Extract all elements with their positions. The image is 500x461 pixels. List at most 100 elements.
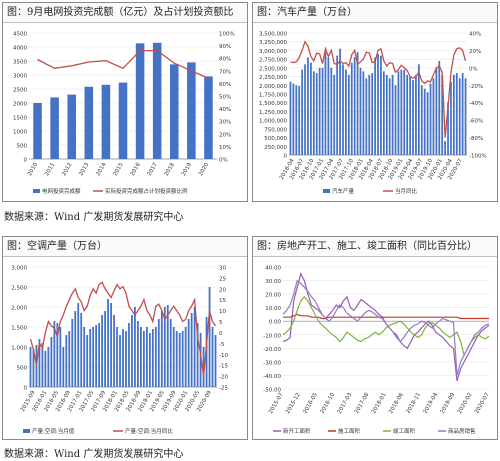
bar bbox=[137, 321, 139, 387]
series-line bbox=[37, 49, 209, 79]
bar bbox=[444, 141, 446, 155]
bar bbox=[208, 287, 211, 387]
bar bbox=[417, 64, 420, 155]
legend-label: 产量:空调:当月同比 bbox=[125, 427, 173, 435]
legend-swatch-bar bbox=[23, 429, 30, 433]
bar bbox=[113, 315, 115, 387]
bar bbox=[196, 323, 199, 387]
bar bbox=[324, 52, 327, 155]
bar bbox=[406, 74, 409, 155]
legend-label: 新开工面积 bbox=[283, 427, 311, 435]
chart-real-estate: -50.00 -40.00 -30.00 -20.00 -10.00 0.00 10.00 2… bbox=[263, 266, 491, 436]
x-tick-label: 2013 bbox=[78, 162, 90, 178]
bar bbox=[377, 53, 379, 155]
legend-swatch-bar bbox=[33, 189, 40, 193]
y-tick-label: 30.00 bbox=[265, 279, 281, 285]
y-right-tick-label: 20 bbox=[219, 287, 226, 293]
x-tick-label: 2017-08 bbox=[354, 392, 371, 415]
bar bbox=[365, 78, 368, 155]
chart-panel-grid-investment: 图：9月电网投资完成额（亿元）及占计划投资额比 0 500 1000 1500 2000… bbox=[2, 2, 248, 202]
y-right-tick-label: 30% bbox=[219, 120, 231, 126]
x-tick-label: 2016 bbox=[130, 162, 142, 178]
y-left-tick-label: 3000 bbox=[13, 74, 27, 80]
bar bbox=[397, 71, 400, 155]
bar bbox=[86, 335, 89, 387]
legend-swatch-bar bbox=[323, 189, 330, 193]
y-right-tick-label: -20% bbox=[469, 84, 483, 90]
y-tick-label: -50.00 bbox=[263, 388, 281, 394]
y-right-tick-label: -100% bbox=[469, 154, 487, 160]
bar bbox=[110, 303, 112, 387]
bar bbox=[204, 76, 213, 159]
bar bbox=[420, 85, 423, 155]
bar bbox=[62, 347, 65, 387]
bar bbox=[371, 73, 374, 155]
y-right-tick-label: 10% bbox=[219, 145, 231, 151]
x-tick-label: 2012 bbox=[61, 162, 73, 177]
bar bbox=[152, 42, 162, 159]
legend-label: 实际投资完成额占计划投资额比例 bbox=[105, 187, 188, 195]
legend-label: 商品房销售 bbox=[448, 427, 476, 435]
bar bbox=[119, 335, 121, 387]
y-left-tick-label: 1,000,000 bbox=[259, 119, 287, 125]
bar bbox=[205, 317, 208, 387]
y-tick-label: 20.00 bbox=[265, 293, 281, 299]
bar bbox=[101, 84, 111, 159]
y-right-tick-label: 100% bbox=[219, 32, 235, 38]
bar bbox=[187, 319, 190, 387]
bar bbox=[415, 74, 417, 155]
bar bbox=[327, 57, 330, 155]
bar bbox=[170, 64, 179, 159]
bar bbox=[455, 73, 458, 155]
bar bbox=[101, 315, 104, 387]
bar bbox=[310, 62, 312, 155]
bar bbox=[461, 73, 464, 155]
y-left-tick-label: 3,000 bbox=[11, 266, 27, 272]
bar bbox=[190, 313, 193, 387]
bar bbox=[295, 85, 298, 155]
x-tick-label: 2015-12 bbox=[285, 392, 302, 415]
panel-title: 图：空调产量（万台） bbox=[3, 237, 247, 257]
bar bbox=[339, 48, 341, 155]
bar bbox=[315, 73, 318, 155]
bar bbox=[77, 303, 80, 387]
y-right-tick-label: 20% bbox=[219, 132, 231, 138]
y-left-tick-label: 3,500,000 bbox=[259, 32, 287, 38]
bar bbox=[134, 307, 136, 387]
bar bbox=[336, 55, 339, 155]
series-line bbox=[290, 40, 467, 138]
bar bbox=[382, 71, 385, 155]
y-left-tick-label: 750,000 bbox=[264, 127, 287, 133]
bar bbox=[181, 331, 184, 387]
x-tick-label: 2015-07 bbox=[268, 392, 285, 415]
bar bbox=[301, 69, 304, 155]
bar bbox=[80, 313, 83, 387]
bar bbox=[353, 57, 356, 155]
bar bbox=[394, 85, 397, 155]
chart-panel-ac-output: 图：空调产量（万台） 0 500 1,000 1,500 2,000 2,500 3,000… bbox=[2, 236, 248, 440]
bar bbox=[95, 325, 98, 387]
legend-label: 施工面积 bbox=[338, 427, 361, 435]
bar bbox=[435, 67, 438, 155]
bar bbox=[321, 67, 324, 155]
y-right-tick-label: -60% bbox=[469, 119, 483, 125]
bar bbox=[333, 74, 336, 155]
bar bbox=[458, 78, 461, 155]
y-right-tick-label: 15 bbox=[219, 298, 226, 304]
y-left-tick-label: 2,250,000 bbox=[259, 75, 287, 81]
bar bbox=[345, 69, 347, 155]
bar bbox=[464, 78, 467, 155]
bar bbox=[423, 88, 426, 155]
bar bbox=[125, 331, 127, 387]
bar bbox=[330, 67, 333, 155]
y-left-tick-label: 0 bbox=[24, 158, 28, 164]
bar bbox=[160, 311, 163, 387]
bar bbox=[175, 331, 178, 387]
x-tick-label: 2018-11 bbox=[405, 392, 422, 415]
x-tick-label: 2010 bbox=[27, 162, 39, 178]
bar bbox=[304, 64, 306, 155]
bar bbox=[169, 319, 172, 387]
bar bbox=[83, 327, 86, 387]
x-tick-label: 2015 bbox=[113, 162, 125, 178]
y-tick-label: -40.00 bbox=[263, 374, 281, 380]
